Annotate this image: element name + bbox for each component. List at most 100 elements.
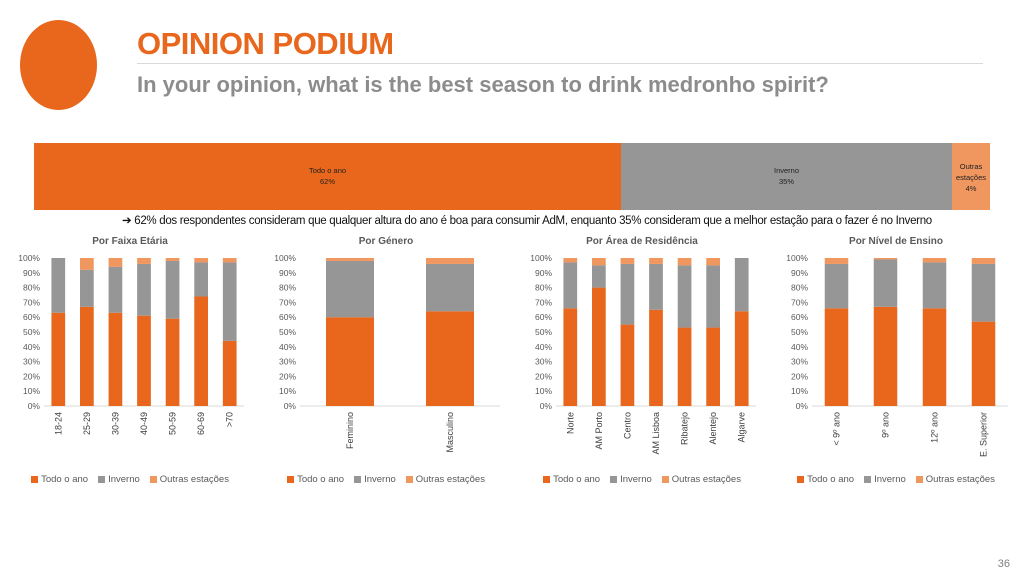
bar-segment bbox=[677, 327, 692, 406]
legend-swatch bbox=[31, 476, 39, 483]
legend-item: Outras estações bbox=[149, 474, 229, 485]
bar-segment bbox=[734, 258, 749, 312]
bar-segment bbox=[824, 258, 849, 264]
legend-label: Todo o ano bbox=[553, 474, 601, 485]
bar-segment bbox=[620, 324, 635, 406]
y-tick-label: 0% bbox=[796, 401, 809, 411]
bar-segment bbox=[706, 265, 720, 328]
y-tick-label: 70% bbox=[791, 297, 808, 307]
bar-segment bbox=[971, 258, 996, 264]
chart-svg: 0% 10% 20% 30% 40% 50% 60% 70% 80% 90% 100% Feminin… bbox=[274, 253, 500, 453]
bar-segment bbox=[620, 263, 635, 325]
chart-legend: Todo o ano Inverno Outras estações bbox=[10, 474, 250, 485]
y-tick-label: 100% bbox=[18, 253, 40, 263]
bar-segment bbox=[326, 258, 374, 261]
chart-title: Por Área de Residência bbox=[586, 236, 698, 247]
x-tick-label: AM Lisboa bbox=[651, 412, 661, 455]
x-tick-label: Norte bbox=[565, 412, 575, 434]
bar-segment bbox=[326, 260, 374, 318]
legend-label: Outras estações bbox=[415, 474, 485, 485]
y-tick-label: 0% bbox=[284, 401, 297, 411]
x-tick-label: Ribatejo bbox=[680, 412, 690, 445]
bar-segment bbox=[165, 260, 180, 319]
chart-title: Por Nível de Ensino bbox=[849, 236, 943, 247]
x-tick-label: 18-24 bbox=[53, 412, 63, 435]
bar-segment bbox=[51, 312, 66, 406]
y-tick-label: 0% bbox=[28, 401, 41, 411]
y-tick-label: 60% bbox=[535, 312, 552, 322]
bar-segment bbox=[677, 265, 692, 328]
x-tick-label: AM Porto bbox=[594, 412, 604, 450]
y-tick-label: 100% bbox=[530, 253, 552, 263]
legend-label: Inverno bbox=[874, 474, 906, 485]
overall-segment-name: Inverno bbox=[773, 166, 800, 175]
y-tick-label: 40% bbox=[791, 342, 808, 352]
bar-segment bbox=[108, 266, 123, 313]
y-tick-label: 50% bbox=[279, 327, 296, 337]
x-tick-label: E. Superior bbox=[979, 412, 989, 457]
x-tick-label: 40-49 bbox=[139, 412, 149, 435]
bar-segment bbox=[222, 340, 237, 406]
legend-item: Inverno bbox=[98, 474, 140, 485]
y-tick-label: 70% bbox=[23, 297, 40, 307]
legend-item: Inverno bbox=[354, 474, 396, 485]
y-tick-label: 80% bbox=[279, 283, 296, 293]
bar-segment bbox=[108, 312, 123, 406]
legend-label: Inverno bbox=[108, 474, 140, 485]
x-tick-label: 25-29 bbox=[82, 412, 92, 435]
y-tick-label: 90% bbox=[279, 268, 296, 278]
bar-segment bbox=[426, 258, 474, 264]
legend-swatch bbox=[405, 476, 413, 483]
legend-swatch bbox=[287, 476, 295, 483]
x-tick-label: Masculino bbox=[445, 412, 455, 453]
legend-label: Inverno bbox=[364, 474, 396, 485]
chart-title: Por Faixa Etária bbox=[92, 236, 168, 247]
bar-segment bbox=[922, 258, 947, 263]
y-tick-label: 60% bbox=[279, 312, 296, 322]
chart-svg: 0% 10% 20% 30% 40% 50% 60% 70% 80% 90% 100% Norte AM… bbox=[530, 253, 756, 455]
bar-segment bbox=[51, 258, 66, 313]
y-tick-label: 40% bbox=[535, 342, 552, 352]
bar-segment bbox=[677, 258, 692, 266]
x-tick-label: Centro bbox=[622, 412, 632, 439]
legend-swatch bbox=[543, 476, 551, 483]
y-tick-label: 40% bbox=[279, 342, 296, 352]
page-title: OPINION PODIUM bbox=[137, 26, 394, 61]
bar-segment bbox=[592, 258, 606, 266]
overall-segment-label: Todo o ano 62% bbox=[34, 165, 621, 187]
x-tick-label: Feminino bbox=[345, 412, 355, 449]
overall-segment-name: Todo o ano bbox=[308, 166, 347, 175]
bar-segment bbox=[563, 258, 578, 263]
chart-faixa-etaria: Por Faixa Etária 0% 10% 20% 30% 40% 50% 60% 70% 8… bbox=[10, 236, 250, 496]
bar-segment bbox=[649, 258, 663, 264]
y-tick-label: 0% bbox=[540, 401, 553, 411]
y-tick-label: 90% bbox=[535, 268, 552, 278]
bar-segment bbox=[80, 269, 94, 307]
legend-item: Outras estações bbox=[405, 474, 485, 485]
x-tick-label: 12º ano bbox=[930, 412, 940, 443]
y-tick-label: 30% bbox=[791, 357, 808, 367]
decorative-circle bbox=[20, 20, 97, 110]
legend-item: Outras estações bbox=[915, 474, 995, 485]
legend-swatch bbox=[610, 476, 618, 483]
bar-segment bbox=[108, 258, 123, 267]
overall-segment-value: 62% bbox=[319, 177, 335, 186]
x-tick-label: 60-69 bbox=[196, 412, 206, 435]
y-tick-label: 80% bbox=[23, 283, 40, 293]
y-tick-label: 90% bbox=[791, 268, 808, 278]
bar-segment bbox=[194, 296, 208, 406]
bar-segment bbox=[426, 311, 474, 406]
chart-title: Por Género bbox=[358, 236, 414, 247]
x-tick-label: Alentejo bbox=[708, 412, 718, 445]
x-tick-label: 50-59 bbox=[168, 412, 178, 435]
y-tick-label: 20% bbox=[535, 371, 552, 381]
y-tick-label: 100% bbox=[786, 253, 808, 263]
y-tick-label: 40% bbox=[23, 342, 40, 352]
y-tick-label: 50% bbox=[535, 327, 552, 337]
overall-segment-3: Outras estações 4% bbox=[952, 143, 990, 210]
overall-segment-value: 4% bbox=[965, 184, 977, 193]
bar-segment bbox=[873, 258, 898, 260]
chart-area-residencia: Por Área de Residência 0% 10% 20% 30% 40% 50% 6… bbox=[522, 236, 762, 496]
bar-segment bbox=[137, 263, 151, 316]
bar-segment bbox=[563, 308, 578, 406]
